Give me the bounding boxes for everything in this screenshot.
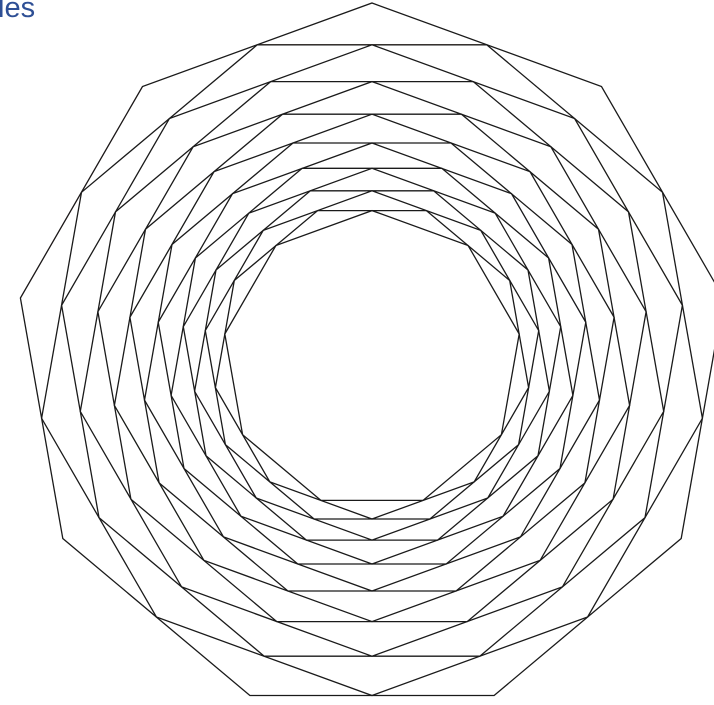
- nonagon-ring: [182, 167, 562, 541]
- nonagon-ring: [204, 190, 540, 520]
- nonagon-ring: [170, 167, 574, 565]
- nonagon-ring: [224, 209, 520, 502]
- page-title: les: [0, 0, 36, 24]
- nonagon-ring: [214, 209, 530, 520]
- nonagon-outlines: [19, 2, 714, 697]
- nonagon-ring: [193, 190, 551, 541]
